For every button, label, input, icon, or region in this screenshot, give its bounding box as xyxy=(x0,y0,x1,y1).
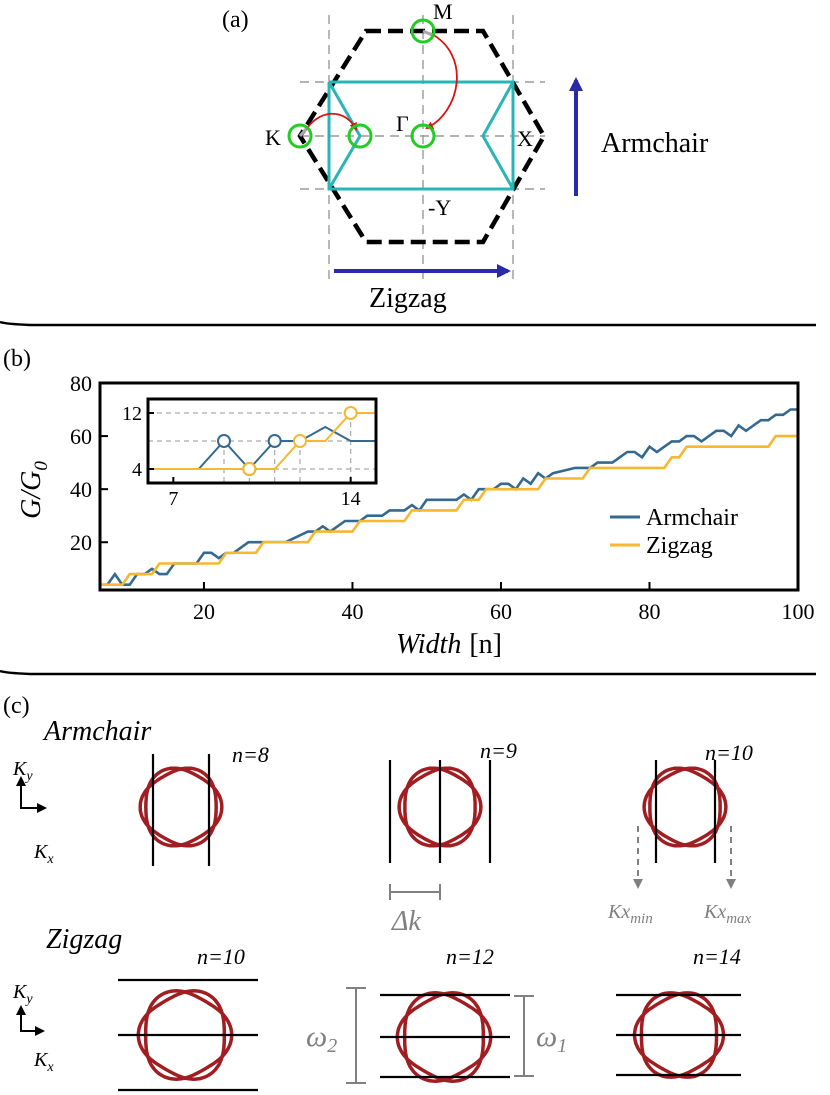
omega2-bracket xyxy=(346,987,366,1084)
zigzag-title: Zigzag xyxy=(46,924,122,955)
fermi-contours xyxy=(118,754,741,1092)
xtick-label-20: 20 xyxy=(193,599,215,624)
svg-text:G/G0: G/G0 xyxy=(16,461,52,519)
contour-armchair-n10 xyxy=(642,766,728,848)
armchair-direction-label: Armchair xyxy=(601,128,709,159)
legend: Armchair Zigzag xyxy=(610,505,738,559)
ytick-label-80: 80 xyxy=(70,371,92,396)
separator-bc xyxy=(0,669,816,676)
legend-zigzag-label: Zigzag xyxy=(646,533,713,559)
zigzag-n12-label: n=12 xyxy=(446,944,494,969)
inset-armchair-marker xyxy=(267,434,282,448)
inset-zigzag-marker xyxy=(343,406,358,420)
contour-armchair-n9 xyxy=(397,766,483,848)
panel-a-label: (a) xyxy=(222,7,249,33)
inset-plot: 4 12 7 14 xyxy=(122,397,378,510)
omega1-bracket xyxy=(514,995,534,1077)
k-point-circle xyxy=(287,123,313,149)
inset-armchair-marker xyxy=(217,434,231,448)
armchair-line xyxy=(100,408,798,586)
inset-zigzag-marker xyxy=(242,462,257,476)
xtick-label-60: 60 xyxy=(490,599,512,624)
point-circles xyxy=(287,18,436,149)
panel-c: (c) Armchair Zigzag Ky Kx Ky Kx n=8 n=9 … xyxy=(3,693,753,1092)
delta-k-label: Δk xyxy=(391,906,421,937)
armchair-n9-label: n=9 xyxy=(480,738,517,763)
zigzag-n14-label: n=14 xyxy=(693,944,741,969)
panel-a: (a) M Γ K X xyxy=(222,0,709,314)
panel-c-label: (c) xyxy=(3,693,30,719)
omega1-label: ω1 xyxy=(536,1020,567,1057)
axis-indicator-zigzag: Ky Kx xyxy=(12,981,54,1075)
panel-b: (b) 20 40 60 80 20 40 60 80 100 G/G0 Wid… xyxy=(3,346,815,660)
inset-xtick-7: 7 xyxy=(168,488,178,510)
ytick-label-60: 60 xyxy=(70,424,92,449)
ytick-label-40: 40 xyxy=(70,477,92,502)
arrow-m-fold xyxy=(425,32,458,129)
svg-text:Kx: Kx xyxy=(33,1049,54,1075)
y-axis-label: G/G0 xyxy=(16,461,52,519)
separator-ab xyxy=(0,320,816,327)
svg-text:Ky: Ky xyxy=(12,981,33,1007)
x-label: X xyxy=(517,126,533,151)
axis-indicator-armchair: Ky Kx xyxy=(12,758,54,867)
m-point-circle xyxy=(410,18,436,44)
ytick-label-20: 20 xyxy=(70,530,92,555)
y-label: -Y xyxy=(428,195,451,220)
inset-xtick-14: 14 xyxy=(341,488,361,510)
inset-ytick-12: 12 xyxy=(122,403,142,425)
xtick-label-40: 40 xyxy=(341,599,363,624)
kx-range-arrows xyxy=(633,826,736,889)
legend-armchair-label: Armchair xyxy=(646,505,738,531)
inset-zigzag-marker xyxy=(293,434,307,448)
zigzag-line xyxy=(100,434,798,586)
m-label: M xyxy=(433,0,453,24)
svg-text:Kx: Kx xyxy=(33,841,54,867)
inset-frame xyxy=(146,397,378,485)
zigzag-n10-label: n=10 xyxy=(197,944,245,969)
delta-k-annotation xyxy=(389,884,441,900)
xtick-label-80: 80 xyxy=(638,599,660,624)
contour-armchair-n8 xyxy=(138,766,224,848)
kx-min-label: Kxmin xyxy=(607,901,653,927)
inset-markers xyxy=(217,406,358,476)
gamma-label: Γ xyxy=(396,111,409,136)
x-axis-label: Width [n] xyxy=(396,629,502,660)
k-label: K xyxy=(265,125,281,150)
armchair-n8-label: n=8 xyxy=(232,742,269,767)
inset-ytick-4: 4 xyxy=(132,459,142,481)
armchair-n10-label: n=10 xyxy=(705,740,753,765)
kx-max-label: Kxmax xyxy=(703,901,752,927)
panel-b-label: (b) xyxy=(3,346,31,372)
zigzag-direction-label: Zigzag xyxy=(369,283,447,314)
gamma-point-circle xyxy=(410,123,436,149)
k-folded-circle xyxy=(347,123,373,149)
omega2-label: ω2 xyxy=(306,1020,337,1057)
armchair-title: Armchair xyxy=(42,716,151,747)
xtick-label-100: 100 xyxy=(782,599,815,624)
svg-text:Ky: Ky xyxy=(12,758,33,784)
main-plot-frame xyxy=(98,381,800,592)
